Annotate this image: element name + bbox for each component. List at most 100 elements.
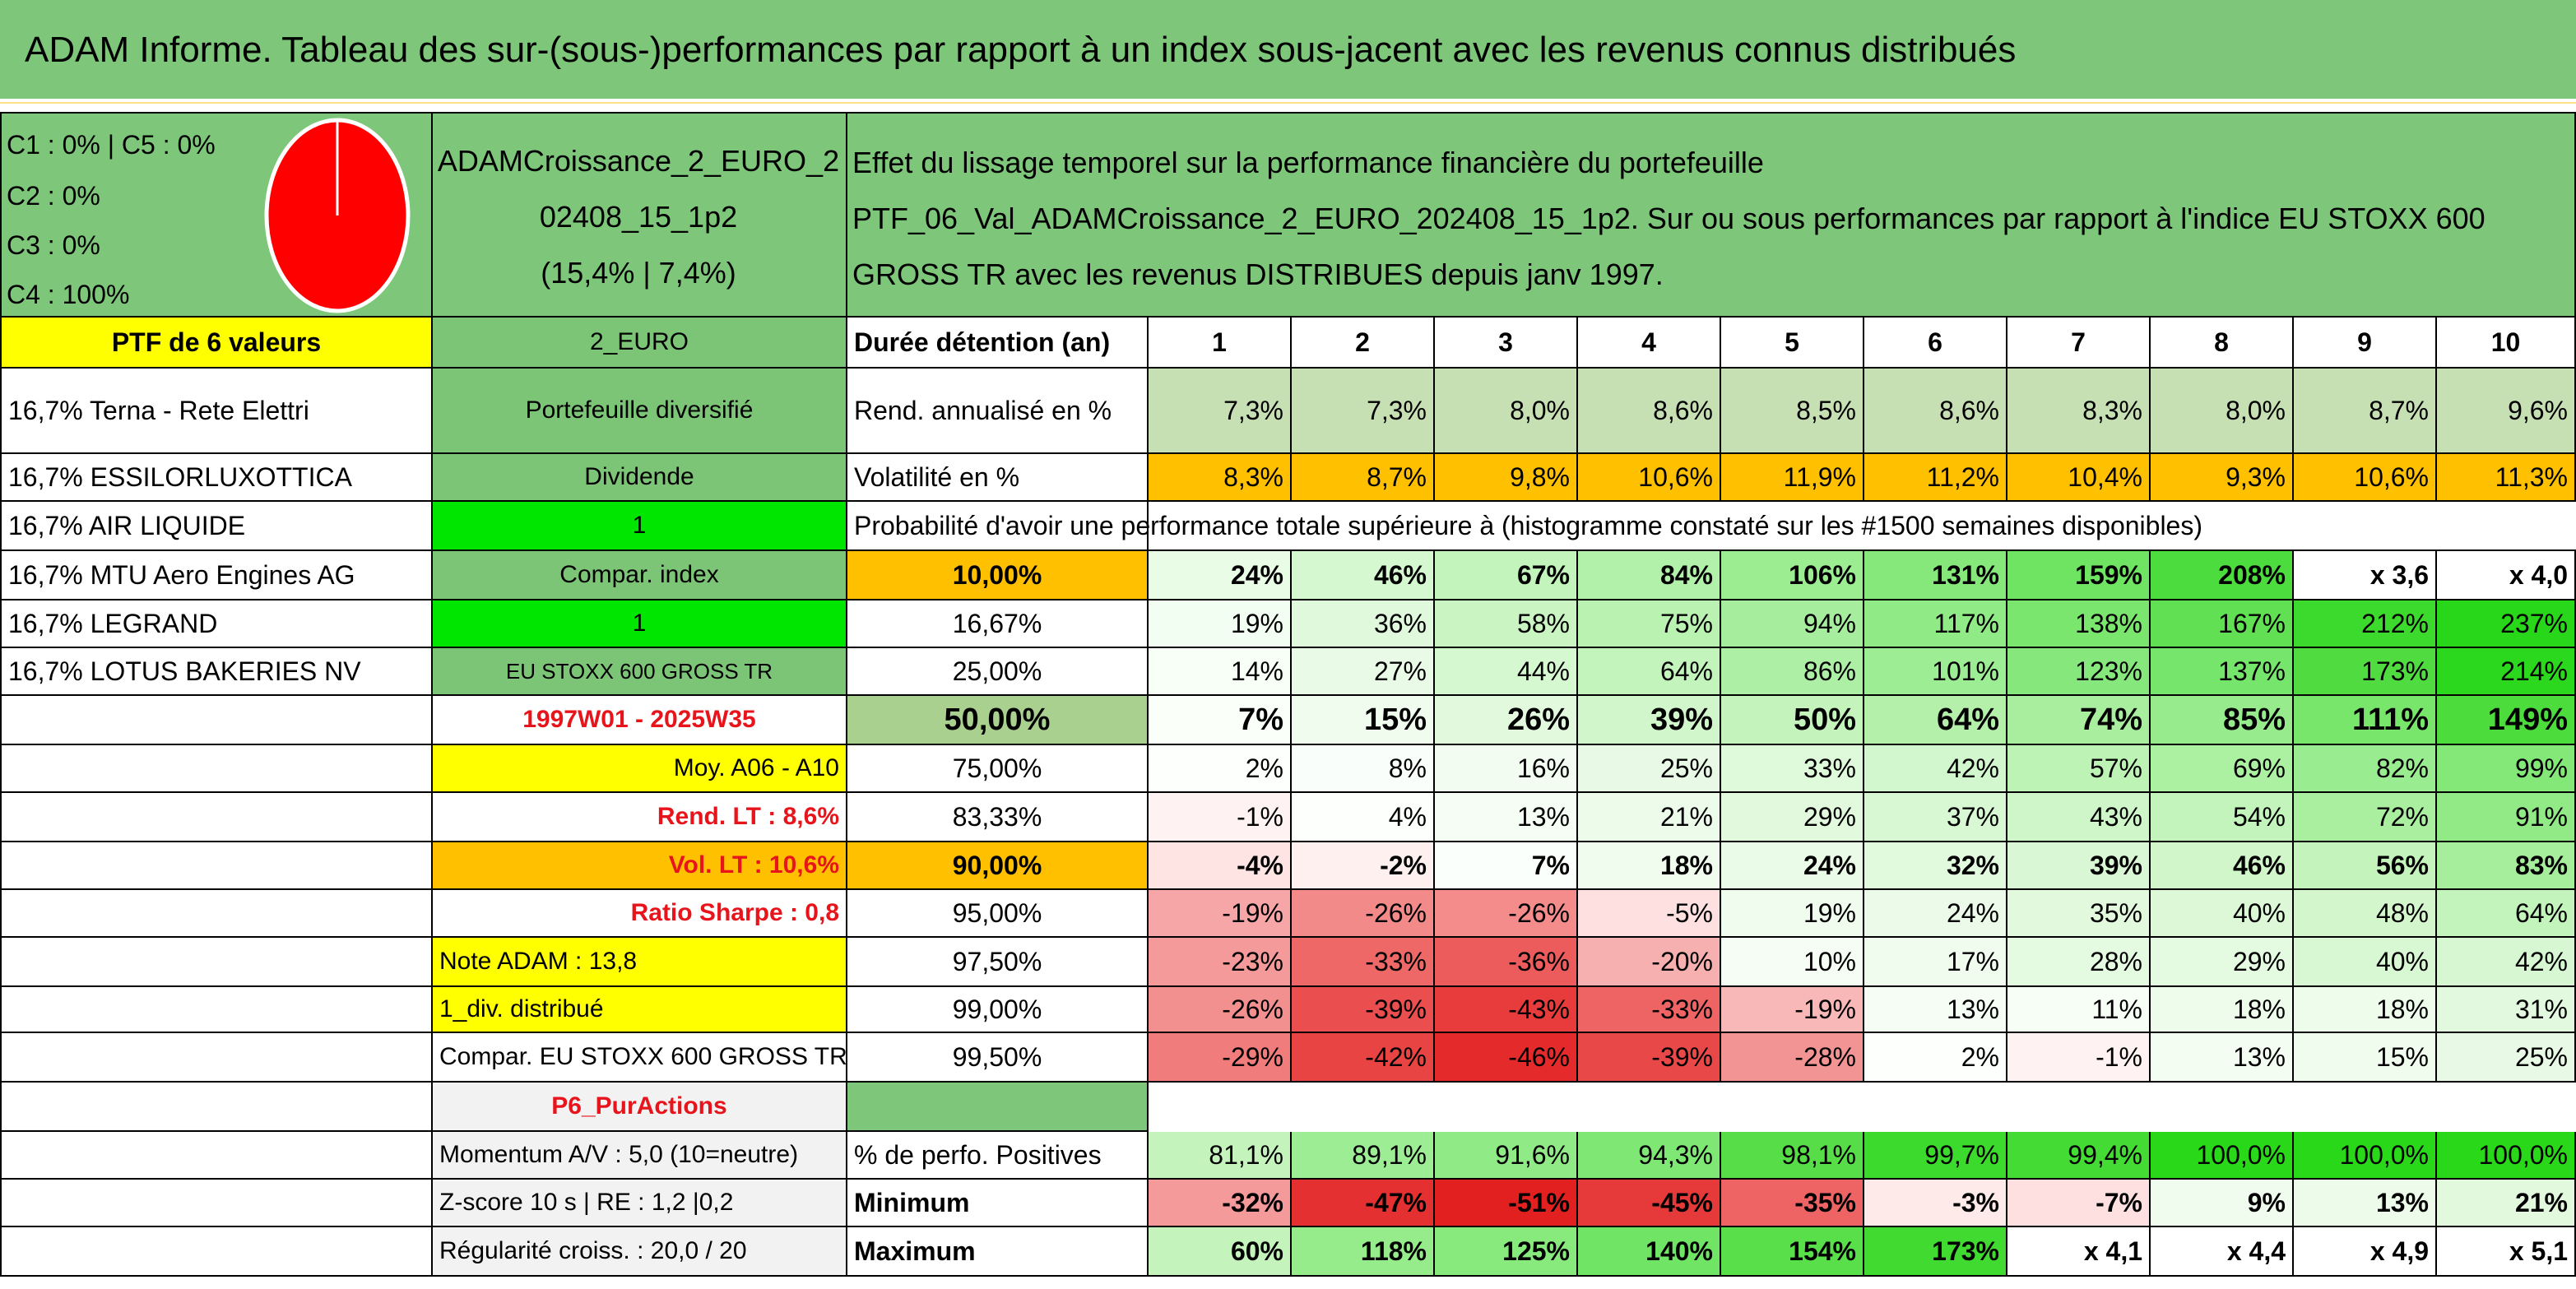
cell-text: 18% bbox=[1659, 850, 1713, 880]
cell-text: -7% bbox=[2096, 1187, 2142, 1217]
cell-text: -23% bbox=[1222, 946, 1283, 976]
cell-text: 1 bbox=[1212, 327, 1227, 357]
cell-text: 118% bbox=[1360, 1236, 1427, 1266]
cell-text: 15% bbox=[1363, 702, 1427, 737]
value-cell: 13% bbox=[2151, 1033, 2294, 1083]
cell-text: 149% bbox=[2487, 702, 2568, 737]
description-line: Effet du lissage temporel sur la perform… bbox=[852, 146, 1764, 179]
cell-text: 74% bbox=[2079, 702, 2142, 737]
value-cell: 29% bbox=[1721, 793, 1864, 842]
cell-text: -26% bbox=[1508, 897, 1570, 928]
cell-text: -39% bbox=[1365, 994, 1427, 1024]
value-cell: 69% bbox=[2151, 745, 2294, 793]
cell-text: x 4,4 bbox=[2226, 1236, 2286, 1266]
cell-text: 11,2% bbox=[1926, 461, 1999, 492]
cell-text: -33% bbox=[1651, 994, 1713, 1024]
value-cell: 7,3% bbox=[1149, 369, 1292, 454]
cell-text: Durée détention (an) bbox=[854, 327, 1111, 357]
value-cell: 75% bbox=[1578, 600, 1721, 648]
info-cell: Dividende bbox=[433, 454, 847, 502]
cell-text: 19% bbox=[1230, 608, 1283, 638]
cell-text: 7,3% bbox=[1367, 395, 1427, 425]
value-cell: 15% bbox=[1292, 696, 1435, 745]
value-cell: 11,2% bbox=[1864, 454, 2007, 502]
value-cell: 9% bbox=[2151, 1180, 2294, 1227]
value-cell: 46% bbox=[2151, 842, 2294, 890]
value-cell: -7% bbox=[2007, 1180, 2151, 1227]
cell-text: 7% bbox=[1238, 702, 1283, 737]
cell-text: 99% bbox=[2514, 753, 2568, 783]
value-cell: 99,7% bbox=[1864, 1132, 2007, 1180]
cell-text: 16,67% bbox=[952, 608, 1042, 638]
value-cell: -39% bbox=[1578, 1033, 1721, 1083]
value-cell: 99,4% bbox=[2007, 1132, 2151, 1180]
cell-text: 16,7% Terna - Rete Elettri bbox=[8, 395, 309, 425]
cell-text: 16,7% MTU Aero Engines AG bbox=[8, 559, 355, 590]
cell-text: 16,7% AIR LIQUIDE bbox=[8, 510, 246, 540]
cell-text: 97,50% bbox=[952, 946, 1042, 976]
value-cell: -51% bbox=[1435, 1180, 1578, 1227]
holding-cell bbox=[0, 1180, 433, 1227]
value-cell: -43% bbox=[1435, 987, 1578, 1033]
cell-text: 99,50% bbox=[952, 1041, 1042, 1072]
cell-text: 94% bbox=[1803, 608, 1856, 638]
cell-text: EU STOXX 600 GROSS TR bbox=[505, 658, 773, 684]
cell-text: 111% bbox=[2352, 702, 2429, 737]
cell-text: 29% bbox=[2232, 946, 2286, 976]
cell-text: PTF de 6 valeurs bbox=[111, 327, 322, 357]
holding-cell bbox=[0, 842, 433, 890]
value-cell: 13% bbox=[2294, 1180, 2437, 1227]
cell-text: 82% bbox=[2375, 753, 2429, 783]
cell-text: 39% bbox=[1650, 702, 1713, 737]
portfolio-line: 02408_15_1p2 bbox=[539, 200, 738, 234]
value-cell: 159% bbox=[2007, 551, 2151, 600]
value-cell: 83% bbox=[2437, 842, 2576, 890]
value-cell: 56% bbox=[2294, 842, 2437, 890]
info-cell: EU STOXX 600 GROSS TR bbox=[433, 648, 847, 696]
info-cell: P6_PurActions bbox=[433, 1083, 847, 1132]
cell-text: 10,00% bbox=[952, 559, 1042, 590]
label-cell: 90,00% bbox=[847, 842, 1149, 890]
value-cell: 173% bbox=[1864, 1227, 2007, 1277]
cell-text: Maximum bbox=[854, 1236, 976, 1266]
value-cell: 7% bbox=[1435, 842, 1578, 890]
cell-text: 90,00% bbox=[952, 850, 1042, 880]
cell-text: 27% bbox=[1373, 656, 1427, 686]
value-cell: 89,1% bbox=[1292, 1132, 1435, 1180]
cell-text: 57% bbox=[2089, 753, 2142, 783]
info-cell: Moy. A06 - A10 bbox=[433, 745, 847, 793]
value-cell: 44% bbox=[1435, 648, 1578, 696]
cell-text: 99,00% bbox=[952, 994, 1042, 1024]
holding-cell bbox=[0, 745, 433, 793]
cell-text: 56% bbox=[2375, 850, 2429, 880]
cell-text: -51% bbox=[1508, 1187, 1570, 1217]
cell-text: 106% bbox=[1789, 559, 1856, 590]
performance-table: PTF de 6 valeurs 2_EURO Durée détention (a… bbox=[0, 318, 2576, 1277]
value-cell: 8,5% bbox=[1721, 369, 1864, 454]
value-cell: 25% bbox=[2437, 1033, 2576, 1083]
cell-text: Moy. A06 - A10 bbox=[673, 754, 839, 781]
value-cell: -33% bbox=[1292, 938, 1435, 987]
cell-text: 11,3% bbox=[2495, 461, 2568, 492]
report-title: ADAM Informe. Tableau des sur-(sous-)per… bbox=[25, 30, 2017, 70]
cell-text: 91,6% bbox=[1495, 1139, 1570, 1170]
label-cell: 25,00% bbox=[847, 648, 1149, 696]
cell-text: 7% bbox=[1531, 850, 1570, 880]
holding-cell: 16,7% LOTUS BAKERIES NV bbox=[0, 648, 433, 696]
cell-text: 83% bbox=[2514, 850, 2568, 880]
value-cell: 28% bbox=[2007, 938, 2151, 987]
value-cell: 9,8% bbox=[1435, 454, 1578, 502]
value-cell: x 3,6 bbox=[2294, 551, 2437, 600]
label-cell: 99,00% bbox=[847, 987, 1149, 1033]
description-block: Effet du lissage temporel sur la perform… bbox=[847, 112, 2576, 318]
value-cell: -26% bbox=[1149, 987, 1292, 1033]
label-cell bbox=[847, 1083, 1149, 1132]
cell-text: 99,4% bbox=[2068, 1139, 2142, 1170]
cell-text: -43% bbox=[1508, 994, 1570, 1024]
value-cell bbox=[1864, 1083, 2007, 1132]
cell-text: 100,0% bbox=[2339, 1139, 2429, 1170]
cell-text: Compar. index bbox=[559, 561, 719, 588]
value-cell: 72% bbox=[2294, 793, 2437, 842]
holding-cell bbox=[0, 1033, 433, 1083]
